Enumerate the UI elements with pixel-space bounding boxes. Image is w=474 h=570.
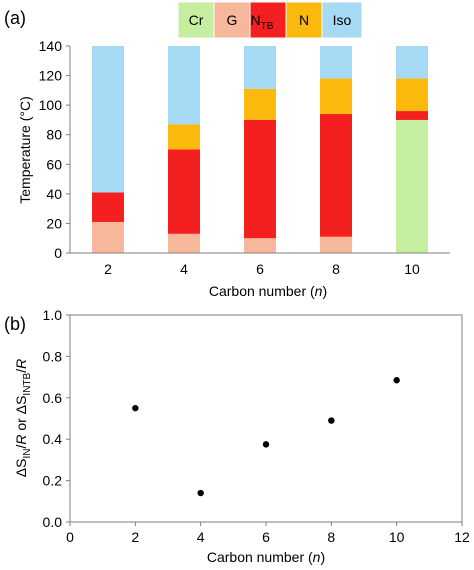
bar-segment-Iso <box>244 46 276 89</box>
x-tick-label: 4 <box>180 261 188 277</box>
y-tick-label: 0 <box>54 245 62 261</box>
x-tick-label: 4 <box>197 529 205 545</box>
panel-b: (b) 0.0 0.2 0.4 0.6 0.8 1.0 0 2 4 6 8 10 12 ΔSIN/R … <box>4 307 470 565</box>
bar-segment-Iso <box>168 46 200 125</box>
bar-segment-NTB <box>244 119 276 239</box>
data-point <box>132 404 139 412</box>
legend-swatch <box>321 1 363 39</box>
legend-swatch <box>285 1 323 39</box>
legend-item-NTB: NTB <box>249 1 287 39</box>
y-tick-label: 60 <box>46 156 62 172</box>
legend-item-G: G <box>213 1 251 39</box>
x-tick-label: 2 <box>131 529 139 545</box>
bar-4 <box>168 46 200 253</box>
y-tick-label: 0.2 <box>43 473 63 489</box>
bar-segment-NTB <box>168 149 200 234</box>
legend-item-Iso: Iso <box>321 1 363 39</box>
bar-8 <box>320 46 352 253</box>
panel-b-y-axis-title: ΔSIN/R or ΔSINTB/R <box>13 359 33 477</box>
legend-item-N: N <box>285 1 323 39</box>
y-tick-label: 100 <box>39 97 63 113</box>
legend-label: Iso <box>333 12 352 28</box>
y-tick-label: 20 <box>46 215 62 231</box>
y-tick-label: 0.6 <box>43 390 63 406</box>
x-tick-label: 2 <box>104 261 112 277</box>
data-point <box>262 441 270 448</box>
legend-swatch <box>177 1 215 39</box>
panel-a-x-ticks: 2 4 6 8 10 <box>104 261 420 277</box>
data-point <box>197 489 204 497</box>
panel-b-y-ticks: 0.0 0.2 0.4 0.6 0.8 1.0 <box>43 307 70 530</box>
bar-segment-Iso <box>92 46 124 193</box>
bar-segment-G <box>168 233 200 253</box>
bar-segment-Iso <box>320 46 352 79</box>
data-point <box>328 417 335 424</box>
bar-segment-Cr <box>396 119 428 253</box>
x-tick-label: 10 <box>389 529 405 545</box>
legend-label: N <box>299 12 309 28</box>
x-tick-label: 0 <box>66 529 74 545</box>
y-tick-label: 80 <box>46 127 62 143</box>
bar-segment-G <box>92 221 124 253</box>
bar-segment-NTB <box>92 192 124 222</box>
bar-segment-N <box>168 124 200 150</box>
panel-b-points <box>132 377 400 497</box>
legend-item-Cr: Cr <box>177 1 215 39</box>
x-tick-label: 6 <box>256 261 264 277</box>
panel-b-x-axis-title: Carbon number (n) <box>207 549 325 565</box>
bar-segment-NTB <box>396 111 428 120</box>
legend-label: G <box>227 12 238 28</box>
bar-segment-NTB <box>320 114 352 237</box>
panel-b-label: (b) <box>4 314 26 334</box>
y-tick-label: 0.8 <box>43 348 63 364</box>
x-tick-label: 6 <box>262 529 270 545</box>
bar-2 <box>92 46 124 253</box>
bar-segment-N <box>320 78 352 115</box>
legend-label: NTB <box>251 12 274 32</box>
panel-b-x-ticks: 0 2 4 6 8 10 12 <box>66 522 470 545</box>
x-tick-label: 8 <box>327 529 335 545</box>
y-tick-label: 0.0 <box>43 514 63 530</box>
panel-a-y-ticks: 0 20 40 60 80 100 120 140 <box>39 38 70 261</box>
panel-a-legend: Cr G NTB N Iso <box>177 1 363 39</box>
legend-swatch <box>213 1 251 39</box>
bar-segment-G <box>244 238 276 253</box>
bar-segment-N <box>396 78 428 112</box>
y-tick-label: 1.0 <box>43 307 63 323</box>
data-point <box>393 377 400 384</box>
panel-b-plot-frame <box>69 314 463 523</box>
x-tick-label: 8 <box>332 261 340 277</box>
bar-segment-G <box>320 236 352 253</box>
y-tick-label: 140 <box>39 38 63 54</box>
bar-segment-N <box>244 88 276 120</box>
panel-a-y-axis-title-text: Temperature (°C) <box>17 96 33 204</box>
bar-10 <box>396 46 428 253</box>
y-tick-label: 40 <box>46 186 62 202</box>
legend-label: Cr <box>189 12 204 28</box>
legend-swatch <box>249 1 287 39</box>
y-tick-label: 120 <box>39 68 63 84</box>
panel-a: (a) Cr G NTB N Iso Temperature (°C) 0 20 40 60 8… <box>4 1 450 299</box>
panel-a-label: (a) <box>4 8 26 28</box>
panel-a-bars <box>92 46 428 253</box>
bar-6 <box>244 46 276 253</box>
y-tick-label: 0.4 <box>43 431 63 447</box>
bar-segment-Iso <box>396 46 428 79</box>
x-tick-label: 12 <box>454 529 470 545</box>
panel-a-x-axis-title: Carbon number (n) <box>209 283 327 299</box>
panel-a-y-axis-title: Temperature (°C) <box>17 96 33 204</box>
x-tick-label: 10 <box>404 261 420 277</box>
